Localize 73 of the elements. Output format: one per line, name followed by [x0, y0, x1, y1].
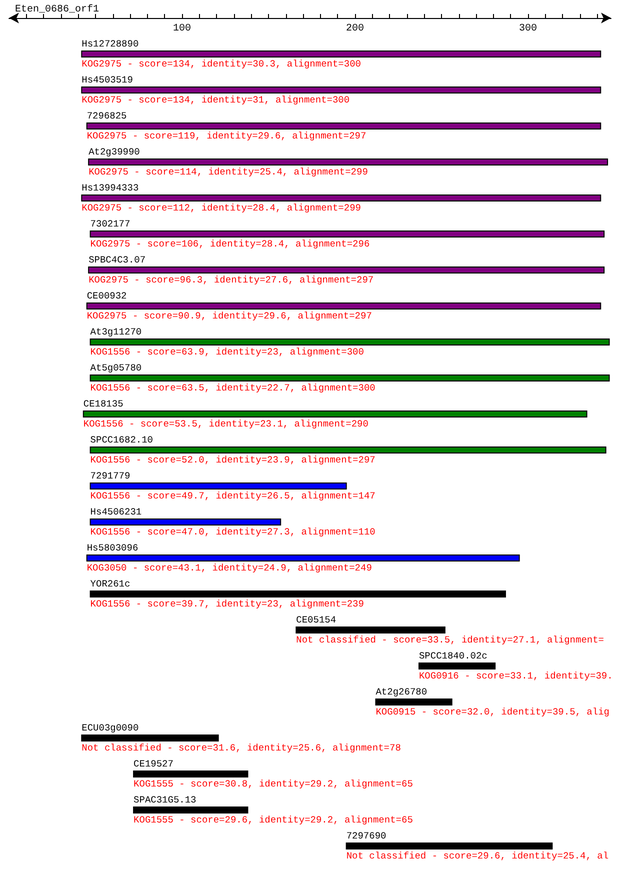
y-tick-label: CE05154 — [296, 614, 336, 626]
y-tick-label: At2g26780 — [376, 686, 428, 698]
bar — [90, 230, 605, 238]
annotation: KOG1556 - score=53.5, identity=23.1, alignment=290 — [83, 418, 369, 430]
bar — [90, 590, 506, 598]
annotation: KOG1555 - score=29.6, identity=29.2, alignment=65 — [134, 814, 414, 826]
bar — [81, 50, 602, 58]
bar — [90, 338, 610, 346]
bar — [90, 518, 282, 526]
annotation: Not classified - score=31.6, identity=25.6, alignment=78 — [82, 742, 402, 754]
annotation: KOG2975 - score=96.3, identity=27.6, alignment=297 — [88, 274, 374, 286]
x-tick-label: 200 — [346, 24, 364, 34]
annotation: Not classified - score=33.5, identity=27.1, alignment= — [296, 634, 604, 646]
bar — [133, 806, 248, 814]
annotation: KOG1556 - score=47.0, identity=27.3, alignment=110 — [90, 526, 376, 538]
chart-title: Eten_0686_orf1 — [15, 4, 100, 16]
y-tick-label: Hs12728890 — [82, 38, 139, 50]
annotation: KOG2975 - score=90.9, identity=29.6, alignment=297 — [86, 310, 372, 322]
y-tick-label: 7296825 — [86, 110, 128, 122]
bar — [82, 410, 588, 418]
annotation: Not classified - score=29.6, identity=25.4, al — [346, 850, 609, 862]
annotation: KOG2975 - score=106, identity=28.4, alignment=296 — [90, 238, 370, 250]
bar — [81, 194, 602, 202]
y-tick-label: 7302177 — [90, 218, 130, 230]
y-tick-label: CE00932 — [86, 290, 128, 302]
annotation: KOG1555 - score=30.8, identity=29.2, alignment=65 — [134, 778, 414, 790]
annotation: KOG2975 - score=114, identity=25.4, alignment=299 — [88, 166, 368, 178]
y-tick-label: SPBC4C3.07 — [88, 254, 146, 266]
y-tick-label: At5g05780 — [90, 362, 142, 374]
y-tick-label: At3g11270 — [90, 326, 142, 338]
bar — [296, 626, 446, 634]
annotation: KOG0916 - score=33.1, identity=39. — [418, 670, 613, 682]
y-tick-label: SPCC1840.02c — [418, 650, 488, 662]
bar — [88, 158, 608, 166]
y-tick-label: YOR261c — [90, 578, 131, 590]
y-tick-label: CE19527 — [134, 758, 174, 770]
y-tick-label: Hs5803096 — [86, 542, 138, 554]
y-tick-label: SPCC1682.10 — [90, 434, 154, 446]
y-tick-label: Hs4503519 — [82, 74, 134, 86]
annotation: KOG1556 - score=49.7, identity=26.5, alignment=147 — [90, 490, 376, 502]
bar — [418, 662, 496, 670]
x-tick-label: 300 — [518, 24, 537, 34]
bar — [346, 842, 553, 850]
annotation: KOG1556 - score=39.7, identity=23, alignment=239 — [90, 598, 364, 610]
bar — [86, 302, 602, 310]
y-tick-label: SPAC31G5.13 — [134, 794, 197, 806]
y-tick-label: ECU03g0090 — [82, 722, 139, 734]
y-tick-label: Hs4506231 — [90, 506, 142, 518]
x-tick-label: 100 — [172, 24, 191, 34]
annotation: KOG1556 - score=63.5, identity=22.7, alignment=300 — [90, 382, 376, 394]
bar — [133, 770, 248, 778]
annotation: KOG2975 - score=134, identity=30.3, alignment=300 — [82, 58, 362, 70]
bar — [88, 266, 605, 274]
annotation: KOG1556 - score=63.9, identity=23, alignment=300 — [90, 346, 364, 358]
bar — [81, 86, 602, 94]
bar — [90, 446, 606, 454]
y-tick-label: 7297690 — [346, 830, 387, 842]
y-tick-label: At2g39990 — [88, 146, 140, 158]
annotation: KOG2975 - score=119, identity=29.6, alignment=297 — [86, 130, 366, 142]
annotation: KOG1556 - score=52.0, identity=23.9, alignment=297 — [90, 454, 376, 466]
annotation: KOG2975 - score=112, identity=28.4, alignment=299 — [82, 202, 362, 214]
y-tick-label: Hs13994333 — [82, 182, 139, 194]
bar — [375, 698, 452, 706]
annotation: KOG2975 - score=134, identity=31, alignment=300 — [82, 94, 350, 106]
bar — [90, 374, 610, 382]
annotation: KOG3050 - score=43.1, identity=24.9, alignment=249 — [86, 562, 372, 574]
bar — [86, 122, 602, 130]
bar — [90, 482, 347, 490]
y-tick-label: CE18135 — [83, 398, 124, 410]
bar — [86, 554, 520, 562]
annotation: KOG0915 - score=32.0, identity=39.5, alig — [376, 706, 610, 718]
y-tick-label: 7291779 — [90, 470, 131, 482]
bar — [81, 734, 219, 742]
